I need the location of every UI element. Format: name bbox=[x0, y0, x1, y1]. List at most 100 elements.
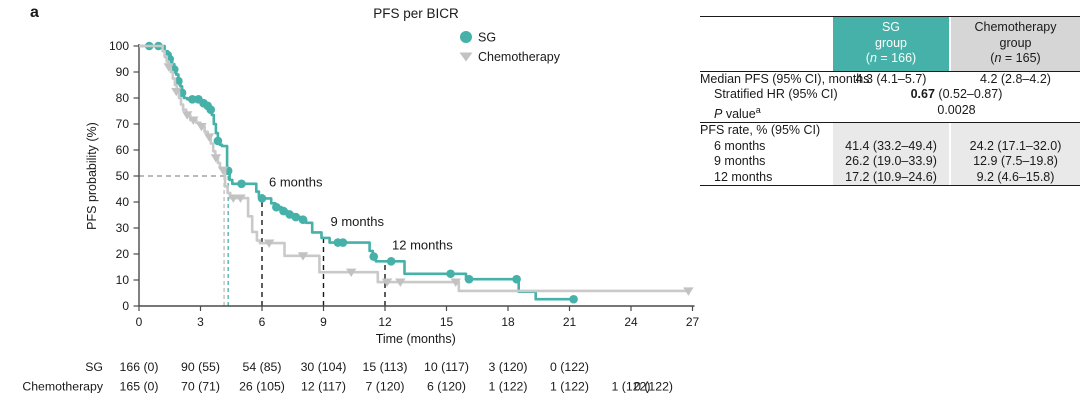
chemo-censor-triangle-icon bbox=[210, 154, 222, 163]
pvalue-label: P valuea bbox=[714, 104, 761, 121]
sg-censor-dot-icon bbox=[298, 215, 308, 224]
table-header-spacer bbox=[700, 17, 833, 71]
chemo-censor-triangle-icon bbox=[196, 123, 207, 132]
hr-label: Stratified HR (95% CI) bbox=[714, 87, 838, 101]
chemo-censor-triangle-icon bbox=[235, 194, 246, 203]
x-tick-label: 24 bbox=[624, 315, 638, 329]
y-tick-label: 50 bbox=[116, 169, 130, 183]
chart-title: PFS per BICR bbox=[373, 6, 459, 21]
sg-censor-dot-icon bbox=[446, 269, 455, 279]
chemo-censor-triangle-icon bbox=[381, 278, 393, 287]
table-rule-bottom bbox=[700, 185, 1080, 187]
chemo-censor-triangle-icon bbox=[181, 111, 193, 120]
chemo-censor-triangle-icon bbox=[188, 116, 199, 125]
rate-12mo-sg-value: 17.2 (10.9–24.6) bbox=[833, 169, 949, 186]
hr-value: 0.67 (0.52–0.87) bbox=[910, 87, 1003, 101]
y-tick-label: 10 bbox=[116, 273, 130, 287]
sg-censor-dot-icon bbox=[188, 95, 197, 104]
x-tick-label: 9 bbox=[320, 315, 327, 329]
sg-censor-dot-icon bbox=[213, 136, 223, 146]
sg-censor-dot-icon bbox=[237, 179, 246, 189]
median-pfs-row: Median PFS (95% CI), months 4.3 (4.1–5.7… bbox=[700, 72, 1080, 88]
at-risk-count: 166 (0) bbox=[120, 360, 159, 374]
x-tick-label: 21 bbox=[563, 315, 577, 329]
at-risk-count: 15 (113) bbox=[363, 360, 408, 374]
rate-12mo-label: 12 months bbox=[714, 169, 773, 184]
at-risk-count: 90 (55) bbox=[181, 360, 220, 374]
at-risk-count: 26 (105) bbox=[239, 380, 285, 394]
sg-censor-dot-icon bbox=[512, 274, 521, 284]
chemo-censor-triangle-icon bbox=[217, 166, 229, 176]
table-rule-mid bbox=[700, 122, 1080, 124]
rate-6mo-row: 6 months 41.4 (33.2–49.4) 24.2 (17.1–32.… bbox=[700, 138, 1080, 155]
legend-chemo-triangle-icon bbox=[459, 52, 473, 62]
sg-censor-dot-icon bbox=[569, 294, 578, 304]
rate-12mo-chemo-value: 9.2 (4.6–15.8) bbox=[951, 169, 1080, 186]
median-pfs-sg-value: 4.3 (4.1–5.7) bbox=[855, 71, 927, 86]
sg-censor-dot-icon bbox=[291, 212, 301, 222]
legend-sg-circle-icon bbox=[460, 31, 472, 43]
at-risk-count: 0 (122) bbox=[550, 360, 589, 374]
rate-9mo-chemo-value: 12.9 (7.5–19.8) bbox=[951, 154, 1080, 170]
milestone-label: 12 months bbox=[392, 237, 453, 252]
rate-9mo-row: 9 months 26.2 (19.0–33.9) 12.9 (7.5–19.8… bbox=[700, 154, 1080, 170]
table-col-header-chemo: Chemotherapy group (n = 165) bbox=[951, 17, 1080, 71]
rate-header-label: PFS rate, % (95% CI) bbox=[700, 123, 821, 138]
y-axis-title: PFS probability (%) bbox=[85, 122, 99, 230]
y-tick-label: 60 bbox=[116, 143, 130, 157]
x-tick-label: 12 bbox=[378, 315, 392, 329]
sg-km-curve bbox=[139, 44, 574, 301]
sg-censor-dot-icon bbox=[369, 252, 379, 261]
pvalue-row: P valuea 0.0028 bbox=[700, 103, 1080, 123]
at-risk-count: 7 (120) bbox=[366, 380, 405, 394]
rate-6mo-label: 6 months bbox=[714, 138, 766, 153]
y-tick-label: 30 bbox=[116, 221, 130, 235]
rate-9mo-sg-value: 26.2 (19.0–33.9) bbox=[833, 154, 949, 170]
chemo-censor-triangle-icon bbox=[228, 194, 239, 203]
at-risk-count: 1 (122) bbox=[612, 380, 651, 394]
rate-6mo-chemo-value: 24.2 (17.1–32.0) bbox=[951, 138, 1080, 155]
pvalue-value: 0.0028 bbox=[937, 102, 976, 117]
at-risk-count: 0 (122) bbox=[634, 380, 673, 394]
legend-sg-label: SG bbox=[478, 31, 496, 45]
x-tick-label: 3 bbox=[197, 315, 204, 329]
rate-header-chemo-empty bbox=[951, 123, 1080, 139]
rate-header-sg-empty bbox=[833, 123, 949, 139]
chemo-censor-triangle-icon bbox=[263, 239, 275, 248]
sg-censor-dot-icon bbox=[174, 76, 183, 86]
y-tick-label: 20 bbox=[116, 247, 130, 261]
at-risk-count: 10 (117) bbox=[424, 360, 469, 374]
chemo-censor-triangle-icon bbox=[683, 287, 694, 296]
rate-9mo-label: 9 months bbox=[714, 154, 766, 169]
rate-header-row: PFS rate, % (95% CI) bbox=[700, 123, 1080, 139]
legend-chemo-label: Chemotherapy bbox=[478, 50, 561, 64]
summary-table: SG group (n = 166) Chemotherapy group (n… bbox=[700, 16, 1080, 187]
at-risk-count: 165 (0) bbox=[120, 380, 159, 394]
sg-censor-dot-icon bbox=[464, 274, 474, 284]
x-tick-label: 18 bbox=[501, 315, 515, 329]
at-risk-count: 1 (122) bbox=[489, 380, 528, 394]
x-tick-label: 27 bbox=[686, 315, 700, 329]
sg-censor-dot-icon bbox=[338, 238, 348, 247]
at-risk-row-label: SG bbox=[85, 360, 103, 374]
at-risk-row-label: Chemotherapy bbox=[22, 380, 104, 394]
milestone-label: 9 months bbox=[331, 214, 385, 229]
table-rule-top bbox=[700, 16, 1080, 17]
y-tick-label: 0 bbox=[122, 299, 129, 313]
table-col-header-sg: SG group (n = 166) bbox=[833, 17, 949, 71]
x-tick-label: 15 bbox=[440, 315, 454, 329]
at-risk-count: 1 (122) bbox=[550, 380, 589, 394]
y-tick-label: 90 bbox=[116, 65, 130, 79]
median-pfs-label: Median PFS (95% CI), months bbox=[700, 71, 870, 86]
y-tick-label: 100 bbox=[109, 39, 129, 53]
hr-row: Stratified HR (95% CI) 0.67 (0.52–0.87) bbox=[700, 87, 1080, 103]
sg-censor-dot-icon bbox=[272, 202, 281, 212]
panel-label: a bbox=[30, 4, 39, 21]
milestone-label: 6 months bbox=[269, 174, 323, 189]
x-tick-label: 6 bbox=[259, 315, 266, 329]
rate-12mo-row: 12 months 17.2 (10.9–24.6) 9.2 (4.6–15.8… bbox=[700, 169, 1080, 186]
rate-6mo-sg-value: 41.4 (33.2–49.4) bbox=[833, 138, 949, 155]
at-risk-count: 3 (120) bbox=[489, 360, 528, 374]
